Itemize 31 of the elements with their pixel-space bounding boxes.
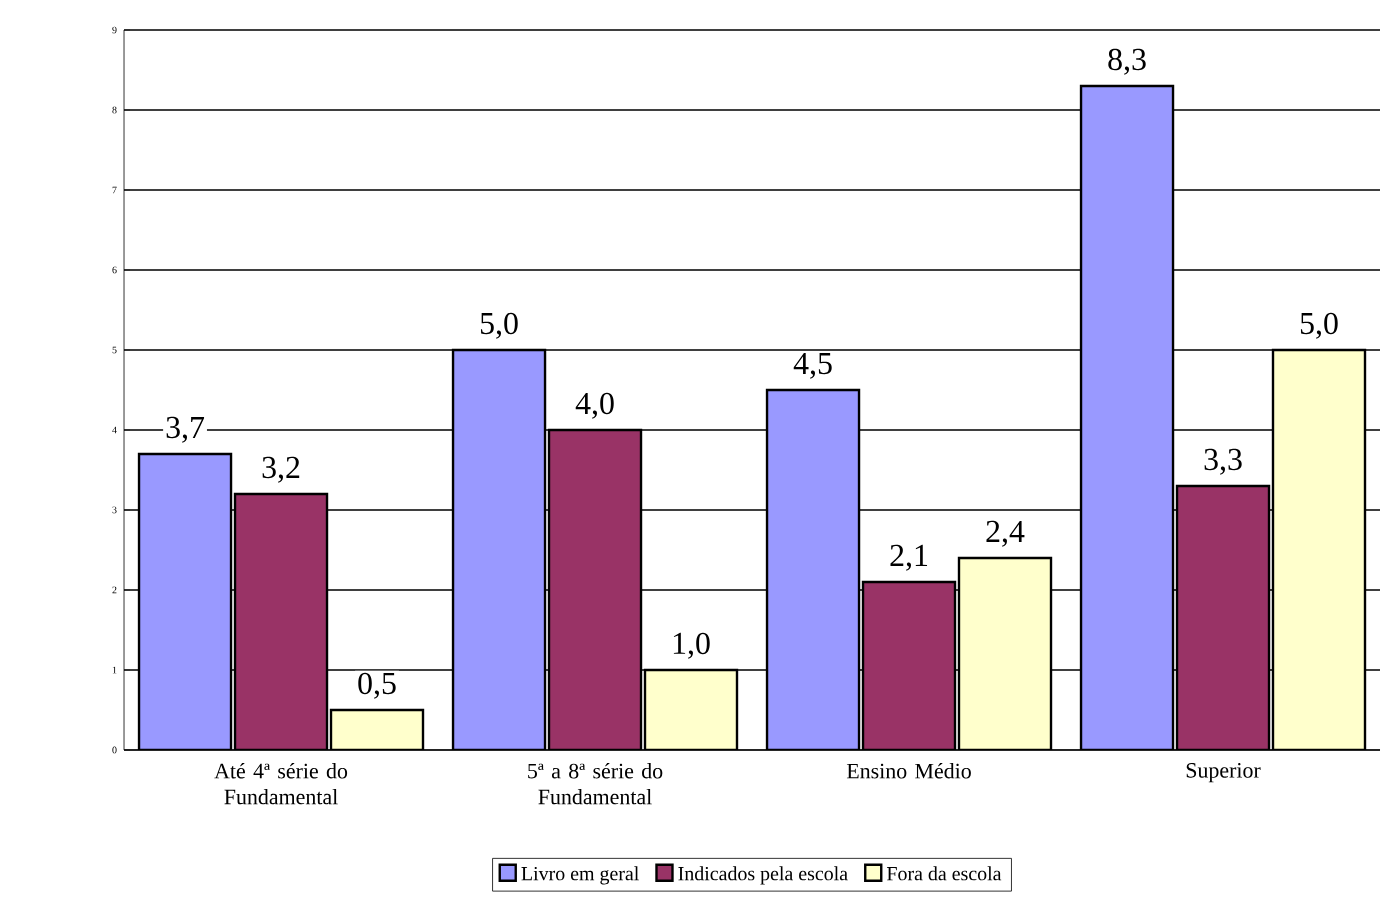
bar (1079, 84, 1175, 750)
data-label: 3,3 (1204, 448, 1242, 475)
bar (233, 492, 329, 750)
bar (765, 388, 861, 750)
data-label: 4,5 (793, 352, 832, 379)
bar (1271, 348, 1367, 750)
data-label: 3,7 (166, 416, 205, 443)
data-label: 5,0 (1300, 312, 1338, 339)
legend-label: Fora da escola (886, 866, 1002, 881)
x-tick-label: Até 4ª série do Fundamental (214, 763, 348, 805)
bar (957, 556, 1053, 750)
data-label: 1,0 (673, 632, 710, 659)
bar (451, 348, 547, 750)
x-tick-label: 5ª a 8ª série do Fundamental (528, 763, 663, 805)
bar (329, 708, 425, 750)
data-label: 8,3 (1108, 48, 1146, 75)
legend-label: Indicados pela escola (678, 866, 848, 885)
data-label: 5,0 (480, 312, 518, 339)
legend-label: Livro em geral (521, 866, 639, 885)
bar (547, 428, 643, 750)
x-tick-label: Superior (1186, 763, 1261, 783)
bar (1175, 484, 1271, 750)
bar (643, 668, 739, 750)
data-label: 2,4 (986, 520, 1025, 547)
data-label: 4,0 (575, 392, 614, 419)
bar (861, 580, 957, 750)
data-label: 3,2 (262, 456, 300, 483)
data-label: 0,5 (358, 672, 396, 699)
data-label: 2,1 (890, 544, 928, 571)
x-tick-label: Ensino Médio (846, 763, 971, 779)
bar (137, 452, 233, 750)
